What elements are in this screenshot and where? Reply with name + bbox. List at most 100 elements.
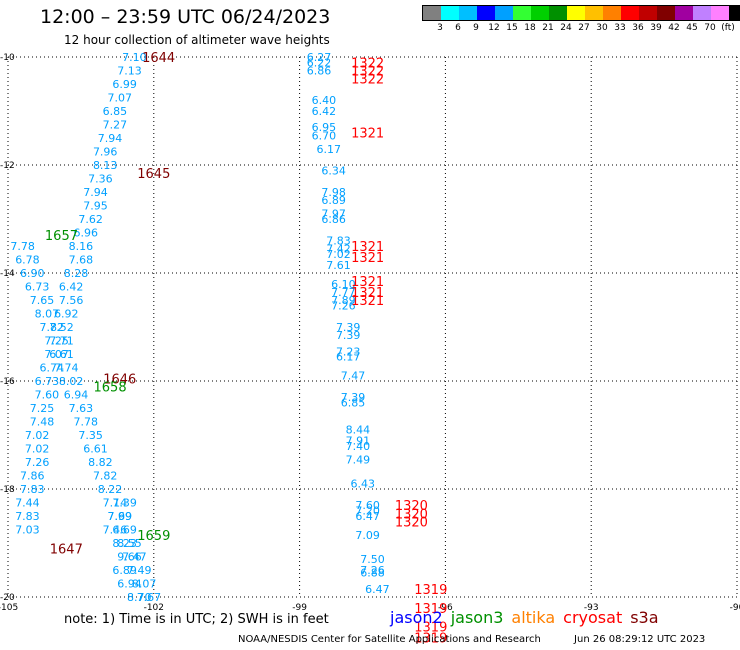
wave-height-values: 7.107.136.997.076.857.277.947.968.137.36… <box>10 51 389 604</box>
wave-value: 6.89 <box>112 564 137 577</box>
wave-value: 6.47 <box>365 583 390 596</box>
wave-value: 7.95 <box>83 200 108 213</box>
wave-value: 7.78 <box>10 240 35 253</box>
wave-value: 8.02 <box>59 375 84 388</box>
wave-value: 6.61 <box>83 443 108 456</box>
wave-value: 7.78 <box>74 416 99 429</box>
wave-value: 7.52 <box>49 321 74 334</box>
pass-label: 1321 <box>351 240 384 255</box>
legend-labels: 3 6 9 12 15 18 21 24 27 30 33 36 39 42 45 70 (ft) <box>422 21 740 35</box>
wave-value: 7.65 <box>30 294 55 307</box>
satellite-legend: jason2 jason3 altika cryosat s3a <box>390 608 667 627</box>
legend-swatch <box>585 6 603 20</box>
legend-label: 15 <box>506 23 518 33</box>
wave-value: 7.23 <box>336 345 361 358</box>
legend-label: 70 <box>704 23 716 33</box>
pass-label: 1645 <box>137 167 170 182</box>
wave-value: 6.42 <box>312 105 337 118</box>
pass-label: 1320 <box>395 515 428 530</box>
satellite-s3a: s3a <box>630 608 659 627</box>
wave-value: 8.07 <box>35 308 60 321</box>
wave-value: 6.42 <box>59 281 84 294</box>
wave-value: 6.94 <box>117 578 142 591</box>
pass-label: 1644 <box>142 51 175 66</box>
legend-label: 39 <box>650 23 662 33</box>
wave-value: 7.94 <box>83 186 108 199</box>
wave-value: 6.10 <box>331 278 356 291</box>
axis-ticks: -105 -102 -99 -96 -93 -90 -10 -12 -14 -16 -18 -20 <box>0 53 740 613</box>
wave-value: 6.70 <box>312 129 337 142</box>
wave-value: 7.07 <box>44 348 69 361</box>
wave-value: 7.96 <box>93 146 118 159</box>
wave-value: 7.83 <box>20 483 45 496</box>
wave-value: 7.40 <box>346 440 371 453</box>
pass-label: 1321 <box>351 251 384 266</box>
wave-value: 7.83 <box>326 235 351 248</box>
wave-value: 7.91 <box>346 434 371 447</box>
wave-value: 7.47 <box>341 370 366 383</box>
legend-swatch <box>459 6 477 20</box>
wave-value: 6.61 <box>49 348 74 361</box>
pass-label: 1319 <box>414 583 447 598</box>
wave-value: 7.26 <box>331 299 356 312</box>
wave-value: 8.70 <box>127 591 152 604</box>
wave-value: 6.43 <box>351 478 376 491</box>
timestamp: Jun 26 08:29:12 UTC 2023 <box>574 634 706 645</box>
wave-value: 7.68 <box>69 254 94 267</box>
wave-value: 7.35 <box>78 429 103 442</box>
wave-value: 8.16 <box>69 240 94 253</box>
legend-label: 27 <box>578 23 590 33</box>
legend-swatch <box>477 6 495 20</box>
wave-value: 6.73 <box>35 375 60 388</box>
legend-label: 42 <box>668 23 680 33</box>
wave-value: 7.98 <box>321 186 346 199</box>
wave-value: 7.27 <box>103 119 128 132</box>
wave-value: 7.61 <box>326 259 351 272</box>
legend-color-bar <box>422 5 740 21</box>
wave-value: 6.34 <box>321 164 346 177</box>
x-tick-label: -105 <box>0 603 18 613</box>
legend-label: (ft) <box>721 23 735 33</box>
wave-value: 7.09 <box>355 529 380 542</box>
satellite-altika: altika <box>511 608 556 627</box>
wave-value: 8.44 <box>346 424 371 437</box>
wave-value: 7.13 <box>117 65 142 78</box>
x-tick-label: -102 <box>144 603 164 613</box>
legend-label: 9 <box>473 23 479 33</box>
wave-value: 6.47 <box>355 510 380 523</box>
wave-value: 7.86 <box>20 470 45 483</box>
wave-value: 7.77 <box>331 286 356 299</box>
wave-value: 6.17 <box>336 351 361 364</box>
legend-label: 6 <box>455 23 461 33</box>
pass-label: 1322 <box>351 73 384 88</box>
wave-value: 7.46 <box>103 524 128 537</box>
legend-swatch <box>567 6 585 20</box>
wave-value: 7.02 <box>326 248 351 261</box>
wave-value: 7.74 <box>54 362 79 375</box>
pass-label: 1320 <box>395 507 428 522</box>
wave-value: 8.23 <box>112 537 137 550</box>
x-tick-label: -93 <box>584 603 599 613</box>
footnote: note: 1) Time is in UTC; 2) SWH is in fe… <box>64 612 329 627</box>
wave-value: 7.56 <box>59 294 84 307</box>
chart-subtitle: 12 hour collection of altimeter wave hei… <box>64 33 330 47</box>
wave-value: 7.02 <box>25 443 50 456</box>
wave-value: 7.83 <box>15 510 40 523</box>
pass-label: 1319 <box>414 621 447 636</box>
wave-value: 7.69 <box>108 510 133 523</box>
legend-label: 36 <box>632 23 644 33</box>
wave-value: 7.97 <box>321 208 346 221</box>
wave-value: 6.86 <box>307 65 332 78</box>
legend-label: 21 <box>542 23 554 33</box>
wave-value: 7.63 <box>69 402 94 415</box>
legend-swatch <box>441 6 459 20</box>
legend-swatch <box>639 6 657 20</box>
y-tick-label: -10 <box>0 53 15 63</box>
wave-value: 7.60 <box>35 389 60 402</box>
wave-value: 6.22 <box>307 56 332 69</box>
wave-value: 7.49 <box>127 564 152 577</box>
legend-swatch <box>549 6 567 20</box>
legend-swatch <box>423 6 441 20</box>
wave-value: 6.85 <box>341 397 366 410</box>
